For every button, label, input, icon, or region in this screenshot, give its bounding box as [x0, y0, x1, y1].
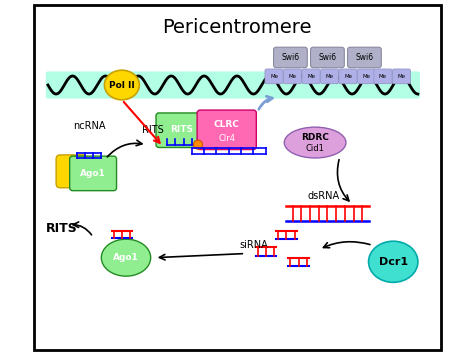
Text: Me: Me: [326, 74, 334, 79]
Ellipse shape: [104, 70, 139, 100]
Text: Swi6: Swi6: [282, 53, 300, 62]
Text: Ago1: Ago1: [80, 169, 106, 178]
Text: RITS: RITS: [143, 125, 164, 135]
Text: Cid1: Cid1: [306, 144, 325, 153]
Text: RITS: RITS: [46, 222, 78, 235]
FancyBboxPatch shape: [46, 71, 420, 99]
FancyBboxPatch shape: [34, 5, 440, 350]
Text: Me: Me: [289, 74, 297, 79]
Text: Swi6: Swi6: [356, 53, 374, 62]
Text: CLRC: CLRC: [214, 120, 240, 129]
Text: Clr4: Clr4: [218, 134, 235, 143]
Text: siRNA: siRNA: [239, 240, 268, 250]
Text: ncRNA: ncRNA: [73, 121, 105, 131]
FancyBboxPatch shape: [339, 69, 357, 84]
FancyBboxPatch shape: [70, 156, 117, 191]
FancyBboxPatch shape: [302, 69, 320, 84]
Text: RITS: RITS: [170, 125, 193, 134]
Text: Me: Me: [270, 74, 278, 79]
Text: RDRC: RDRC: [301, 133, 329, 142]
Text: Me: Me: [379, 74, 387, 79]
FancyBboxPatch shape: [56, 155, 87, 188]
Text: dsRNA: dsRNA: [307, 191, 339, 201]
Text: Pericentromere: Pericentromere: [162, 18, 312, 37]
FancyBboxPatch shape: [320, 69, 338, 84]
Text: Me: Me: [344, 74, 352, 79]
Ellipse shape: [369, 241, 418, 282]
FancyBboxPatch shape: [283, 69, 301, 84]
FancyBboxPatch shape: [265, 69, 283, 84]
Text: Me: Me: [363, 74, 371, 79]
FancyBboxPatch shape: [273, 47, 307, 68]
Text: Pol II: Pol II: [109, 81, 135, 89]
FancyBboxPatch shape: [156, 113, 207, 147]
FancyBboxPatch shape: [374, 69, 392, 84]
Ellipse shape: [101, 239, 151, 276]
FancyBboxPatch shape: [347, 47, 381, 68]
Ellipse shape: [193, 140, 202, 149]
FancyBboxPatch shape: [310, 47, 344, 68]
Text: Dcr1: Dcr1: [379, 257, 408, 267]
Text: Swi6: Swi6: [319, 53, 337, 62]
Text: Me: Me: [307, 74, 315, 79]
FancyBboxPatch shape: [392, 69, 410, 84]
FancyBboxPatch shape: [357, 69, 375, 84]
Text: Ago1: Ago1: [113, 253, 139, 262]
FancyBboxPatch shape: [197, 110, 256, 149]
Text: Me: Me: [397, 74, 405, 79]
Ellipse shape: [284, 127, 346, 158]
